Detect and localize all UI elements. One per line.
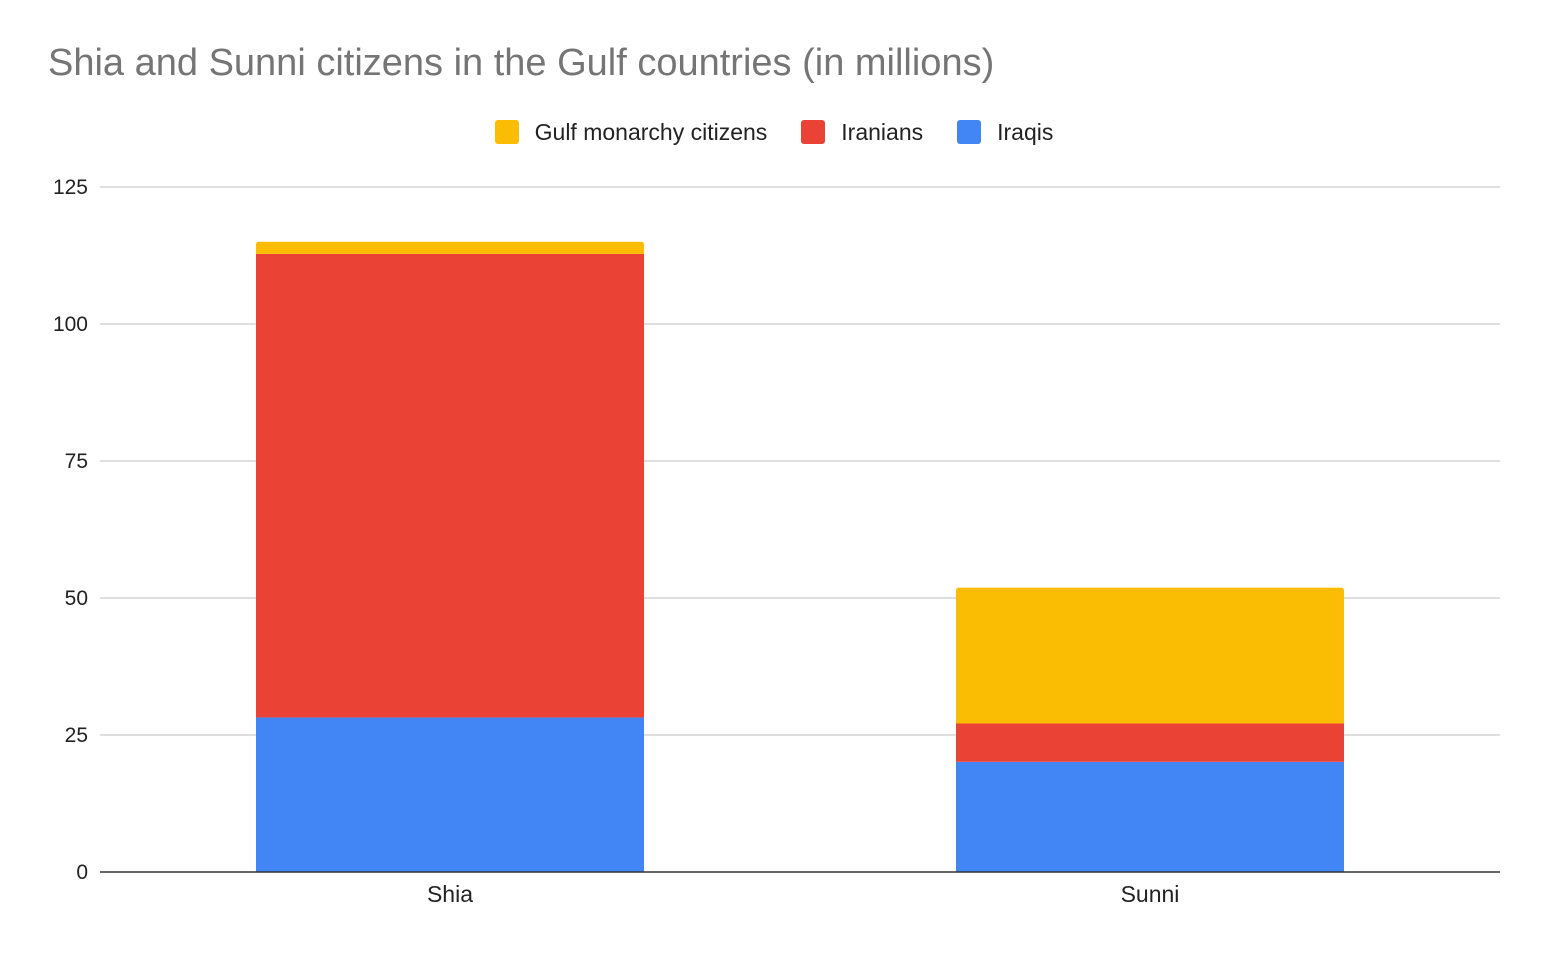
legend-item-iranians: Iranians	[801, 119, 923, 146]
bar-shia-iraqis	[256, 717, 644, 872]
legend-label-iraqis: Iraqis	[997, 118, 1054, 145]
x-tick-label-shia: Shia	[427, 881, 473, 907]
legend-item-iraqis: Iraqis	[957, 119, 1053, 146]
y-tick-label-25: 25	[65, 724, 88, 747]
y-tick-label-50: 50	[65, 587, 88, 610]
y-tick-label-100: 100	[53, 313, 88, 336]
bar-sunni-iraqis	[956, 761, 1344, 872]
bar-shia-iranians	[256, 253, 644, 718]
legend-swatch-iraqis	[957, 120, 982, 144]
legend: Gulf monarchy citizens Iranians Iraqis	[0, 116, 1548, 148]
legend-label-iranians: Iranians	[841, 118, 924, 145]
bar-sunni-iranians	[956, 723, 1344, 762]
legend-item-gulf: Gulf monarchy citizens	[494, 118, 768, 146]
legend-label-gulf: Gulf monarchy citizens	[534, 118, 768, 145]
x-tick-label-sunni: Sunni	[1121, 881, 1180, 907]
bar-shia-gulf-monarchy-citizens	[256, 241, 644, 254]
y-tick-label-75: 75	[65, 450, 88, 473]
chart-title: Shia and Sunni citizens in the Gulf coun…	[48, 42, 995, 84]
y-tick-label-125: 125	[53, 176, 88, 199]
y-tick-label-0: 0	[76, 861, 88, 884]
legend-swatch-iranians	[801, 120, 826, 144]
bar-sunni-gulf-monarchy-citizens	[956, 587, 1344, 724]
legend-swatch-gulf	[494, 120, 519, 144]
